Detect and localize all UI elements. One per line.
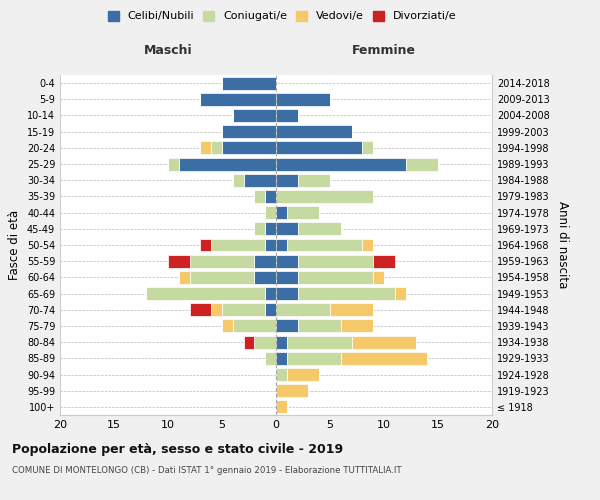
Bar — [276, 238, 287, 252]
Bar — [233, 109, 276, 122]
Text: COMUNE DI MONTELONGO (CB) - Dati ISTAT 1° gennaio 2019 - Elaborazione TUTTITALIA: COMUNE DI MONTELONGO (CB) - Dati ISTAT 1… — [12, 466, 401, 475]
Bar — [254, 336, 276, 348]
Bar — [146, 287, 265, 300]
Bar — [276, 206, 287, 219]
Bar — [287, 368, 319, 381]
Bar — [276, 400, 287, 413]
Text: Femmine: Femmine — [352, 44, 416, 58]
Bar — [233, 174, 244, 186]
Bar — [298, 254, 373, 268]
Bar — [265, 190, 276, 203]
Bar — [190, 271, 254, 284]
Bar — [233, 320, 276, 332]
Bar — [254, 222, 265, 235]
Bar — [287, 352, 341, 365]
Bar — [168, 254, 190, 268]
Bar — [211, 304, 222, 316]
Bar — [265, 222, 276, 235]
Bar — [190, 304, 211, 316]
Bar — [244, 336, 254, 348]
Bar — [287, 238, 362, 252]
Bar — [362, 238, 373, 252]
Bar — [276, 109, 298, 122]
Bar — [276, 384, 308, 397]
Bar — [276, 254, 298, 268]
Bar — [222, 304, 265, 316]
Bar — [341, 320, 373, 332]
Bar — [265, 352, 276, 365]
Bar — [298, 320, 341, 332]
Bar — [276, 190, 373, 203]
Bar — [406, 158, 438, 170]
Bar — [179, 158, 276, 170]
Bar — [276, 142, 362, 154]
Bar — [352, 336, 416, 348]
Bar — [276, 287, 298, 300]
Legend: Celibi/Nubili, Coniugati/e, Vedovi/e, Divorziati/e: Celibi/Nubili, Coniugati/e, Vedovi/e, Di… — [107, 10, 457, 22]
Bar — [330, 304, 373, 316]
Bar — [265, 304, 276, 316]
Bar — [373, 271, 384, 284]
Bar — [222, 142, 276, 154]
Bar — [287, 336, 352, 348]
Bar — [200, 238, 211, 252]
Bar — [276, 271, 298, 284]
Bar — [298, 287, 395, 300]
Bar — [276, 93, 330, 106]
Bar — [211, 238, 265, 252]
Bar — [395, 287, 406, 300]
Bar — [276, 158, 406, 170]
Text: Maschi: Maschi — [143, 44, 193, 58]
Bar — [276, 174, 298, 186]
Bar — [276, 304, 330, 316]
Y-axis label: Fasce di età: Fasce di età — [8, 210, 21, 280]
Bar — [254, 254, 276, 268]
Bar — [276, 222, 298, 235]
Bar — [190, 254, 254, 268]
Bar — [276, 352, 287, 365]
Bar — [200, 142, 211, 154]
Bar — [298, 174, 330, 186]
Bar — [298, 222, 341, 235]
Text: Popolazione per età, sesso e stato civile - 2019: Popolazione per età, sesso e stato civil… — [12, 442, 343, 456]
Bar — [287, 206, 319, 219]
Bar — [211, 142, 222, 154]
Bar — [276, 368, 287, 381]
Bar — [341, 352, 427, 365]
Bar — [265, 287, 276, 300]
Bar — [168, 158, 179, 170]
Bar — [298, 271, 373, 284]
Bar — [254, 190, 265, 203]
Bar — [222, 320, 233, 332]
Bar — [179, 271, 190, 284]
Y-axis label: Anni di nascita: Anni di nascita — [556, 202, 569, 288]
Bar — [276, 320, 298, 332]
Bar — [222, 76, 276, 90]
Bar — [265, 206, 276, 219]
Bar — [276, 125, 352, 138]
Bar — [265, 238, 276, 252]
Bar — [244, 174, 276, 186]
Bar — [373, 254, 395, 268]
Bar — [200, 93, 276, 106]
Bar — [362, 142, 373, 154]
Bar — [276, 336, 287, 348]
Bar — [222, 125, 276, 138]
Bar — [254, 271, 276, 284]
